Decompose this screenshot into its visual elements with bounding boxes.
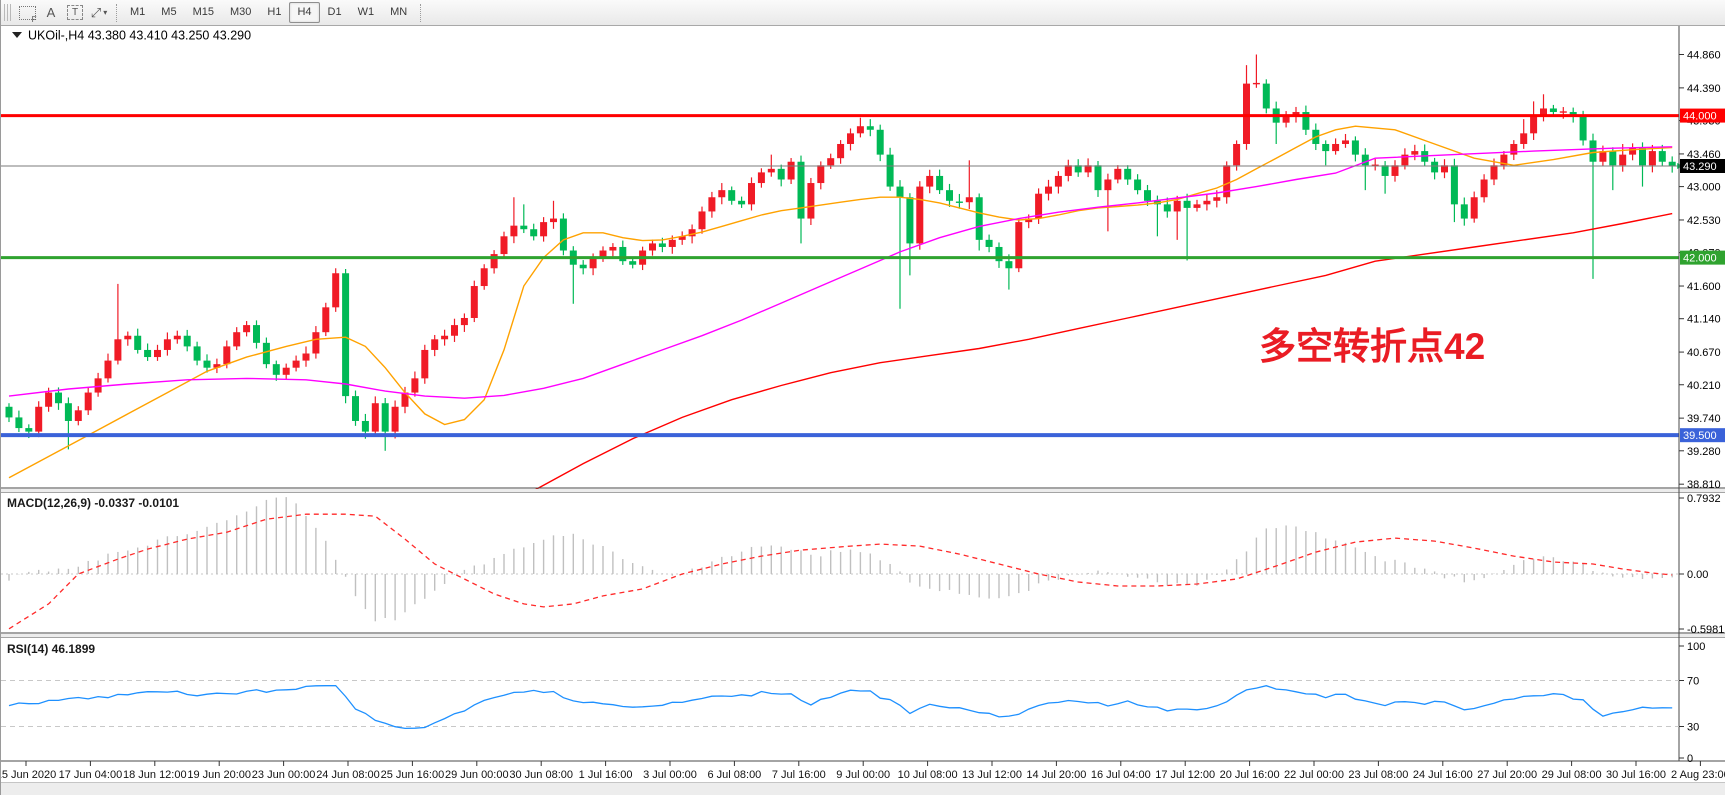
rsi-axis-label: 100 [1687,641,1705,653]
toolbar: F A T ⤢ ▾ M1 M5 M15 M30 H1 H4 D1 W1 MN [1,0,1725,26]
price-axis-label: 39.280 [1687,446,1721,458]
rsi-axis-label: 70 [1687,676,1699,688]
date-axis-label: 17 Jun 04:00 [59,769,123,781]
toolbar-separator [116,3,117,22]
date-axis-label: 30 Jul 16:00 [1606,769,1666,781]
rsi-indicator-label: RSI(14) 46.1899 [7,642,95,656]
timeframe-button-w1[interactable]: W1 [357,6,375,18]
timeframe-button-d1[interactable]: D1 [327,6,342,18]
price-tag-43.290: 43.290 [1680,159,1725,173]
window-bottom-strip [1,782,1725,795]
timeframe-button-h1[interactable]: H1 [267,6,282,18]
chevron-down-icon: ▾ [103,8,108,17]
timeframe-button-mn[interactable]: MN [390,6,408,18]
date-axis-label: 25 Jun 16:00 [381,769,445,781]
date-axis-label: 7 Jul 16:00 [772,769,826,781]
svg-text:42.000: 42.000 [1683,253,1717,265]
symbol-info-line: UKOil-,H4 43.380 43.410 43.250 43.290 [28,29,251,43]
indicator-frame-button[interactable]: F [16,2,38,24]
timeframe-button-m1[interactable]: M1 [130,6,146,18]
date-axis-label: 29 Jun 00:00 [445,769,509,781]
date-axis-label: 19 Jun 20:00 [187,769,251,781]
macd-indicator-label: MACD(12,26,9) -0.0337 -0.0101 [7,496,179,510]
macd-signal-line [8,513,1673,630]
rsi-axis-label: 0 [1687,753,1693,765]
rsi-axis-label: 30 [1687,722,1699,734]
date-axis-label: 17 Jul 12:00 [1155,769,1215,781]
date-axis-label: 20 Jul 16:00 [1220,769,1280,781]
macd-panel: 0.7932 0.00 -0.5981 [1,493,1724,636]
date-axis-label: 13 Jul 12:00 [962,769,1022,781]
date-axis-label: 14 Jul 20:00 [1026,769,1086,781]
date-axis-label: 22 Jul 00:00 [1284,769,1344,781]
price-tag-39.500: 39.500 [1680,428,1725,443]
toolbar-grip[interactable] [4,4,11,21]
chart-annotation-text: 多空转折点42 [1259,326,1485,367]
rsi-panel: 100 70 30 0 [1,641,1705,765]
date-axis-label: 18 Jun 12:00 [123,769,187,781]
toolbar-separator [420,3,422,22]
timeframe-button-group: M1 M5 M15 M30 H1 H4 D1 W1 MN [122,2,415,23]
price-axis-label: 41.600 [1687,281,1721,293]
date-axis-label: 9 Jul 00:00 [836,769,890,781]
price-axis-label: 40.670 [1687,347,1721,359]
date-axis-label: 16 Jul 04:00 [1091,769,1151,781]
price-axis-label: 43.460 [1687,149,1721,161]
svg-text:43.290: 43.290 [1683,161,1717,173]
price-axis-label: 38.810 [1687,479,1721,491]
timeframe-button-m15[interactable]: M15 [192,6,214,18]
svg-text:39.500: 39.500 [1683,430,1717,442]
price-axis-label: 40.210 [1687,380,1721,392]
date-axis: 15 Jun 2020 17 Jun 04:00 18 Jun 12:00 19 Ju… [1,761,1725,781]
timeframe-button-m30[interactable]: M30 [229,6,252,18]
date-axis-label: 23 Jul 08:00 [1348,769,1408,781]
svg-text:44.000: 44.000 [1683,111,1717,123]
date-axis-label: 10 Jul 08:00 [898,769,958,781]
ma-fast-orange [8,125,1673,479]
text-label-icon: A [46,5,56,20]
price-axis-label: 44.860 [1687,49,1721,61]
date-axis-label: 29 Jul 08:00 [1542,769,1602,781]
drawing-arrows-button[interactable]: ⤢ ▾ [88,2,110,23]
date-axis-label: 2 Aug 23:00 [1671,769,1725,781]
symbol-dropdown-icon[interactable] [12,32,22,38]
price-axis-label: 43.000 [1687,182,1721,194]
date-axis-label: 1 Jul 16:00 [579,769,633,781]
date-axis-label: 23 Jun 00:00 [252,769,316,781]
price-tag-44.000: 44.000 [1680,108,1725,123]
chart-area[interactable]: UKOil-,H4 43.380 43.410 43.250 43.290 MA… [1,26,1725,783]
timeframe-button-m5[interactable]: M5 [161,6,177,18]
text-tool-button[interactable]: T [64,2,86,23]
ma-mid-magenta [8,146,1673,399]
macd-axis-label: -0.5981 [1687,624,1724,636]
ma-slow-red [533,212,1673,492]
date-axis-label: 24 Jul 16:00 [1413,769,1473,781]
price-axis-label: 41.140 [1687,314,1721,326]
date-axis-label: 30 Jun 08:00 [509,769,573,781]
price-axis-label: 44.390 [1687,83,1721,95]
price-axis-label: 42.530 [1687,215,1721,227]
candlesticks [5,54,1676,451]
indicator-frame-icon: F [18,5,37,24]
macd-axis-label: 0.00 [1687,569,1708,581]
date-axis-label: 27 Jul 20:00 [1477,769,1537,781]
date-axis-label: 15 Jun 2020 [1,769,56,781]
date-axis-label: 6 Jul 08:00 [707,769,761,781]
timeframe-button-h4[interactable]: H4 [289,2,320,23]
text-label-button[interactable]: A [40,2,62,23]
text-tool-icon: T [67,5,83,20]
rsi-line [8,684,1673,730]
date-axis-label: 3 Jul 00:00 [643,769,697,781]
date-axis-label: 24 Jun 08:00 [316,769,380,781]
price-tag-42.000: 42.000 [1680,250,1725,265]
macd-axis-label: 0.7932 [1687,493,1721,505]
drawing-arrows-icon: ⤢ [90,4,102,20]
price-axis-label: 39.740 [1687,413,1721,425]
